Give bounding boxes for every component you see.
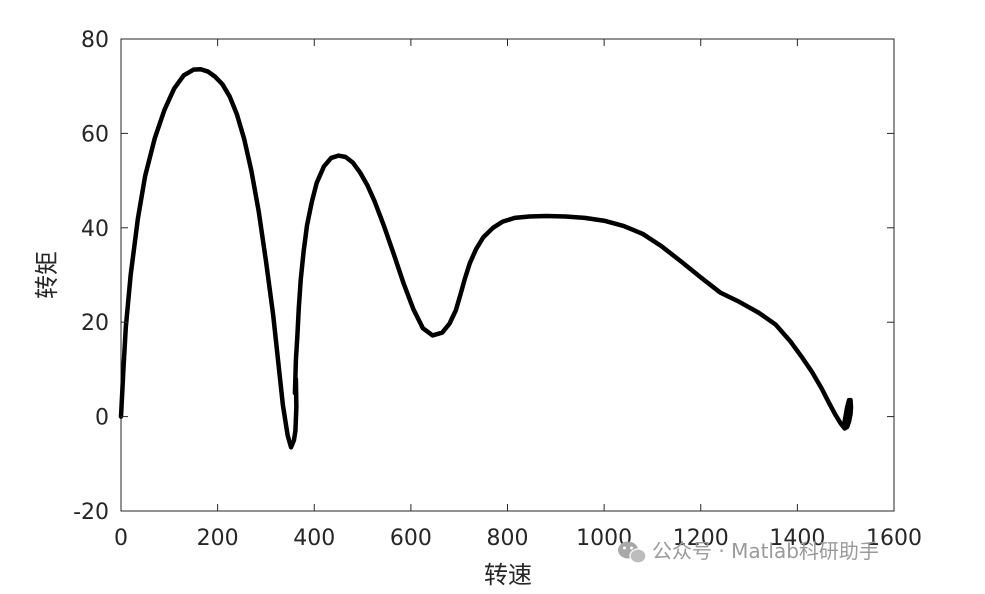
axes-box bbox=[120, 38, 895, 512]
y-tick-label: 60 bbox=[81, 122, 109, 147]
y-axis-ticks bbox=[121, 38, 894, 512]
y-tick-label: 0 bbox=[95, 406, 109, 431]
y-tick-label: 20 bbox=[81, 311, 109, 336]
x-axis-title: 转速 bbox=[484, 561, 532, 589]
wechat-icon bbox=[618, 541, 647, 564]
x-tick-label: 200 bbox=[197, 526, 239, 551]
y-axis-title: 转矩 bbox=[33, 251, 61, 299]
y-tick-label: 40 bbox=[81, 217, 109, 242]
watermark-text: 公众号 · Matlab科研助手 bbox=[652, 539, 879, 563]
x-tick-label: 600 bbox=[390, 526, 432, 551]
x-tick-label: 400 bbox=[293, 526, 335, 551]
x-tick-label: 1400 bbox=[769, 526, 825, 551]
x-tick-label: 0 bbox=[114, 526, 128, 551]
y-tick-label: 80 bbox=[81, 28, 109, 53]
data-line bbox=[118, 66, 854, 450]
plot-area bbox=[118, 38, 895, 512]
x-tick-label: 1600 bbox=[866, 526, 922, 551]
y-tick-label: -20 bbox=[73, 500, 109, 525]
y-axis-tick-labels: -20 0 20 40 60 80 bbox=[73, 28, 109, 525]
x-tick-label: 1200 bbox=[673, 526, 729, 551]
watermark: 公众号 · Matlab科研助手 bbox=[618, 539, 879, 564]
x-axis-tick-labels: 0 200 400 600 800 1000 1200 1400 1600 bbox=[114, 526, 922, 551]
x-axis-ticks bbox=[120, 39, 895, 511]
x-tick-label: 800 bbox=[487, 526, 529, 551]
